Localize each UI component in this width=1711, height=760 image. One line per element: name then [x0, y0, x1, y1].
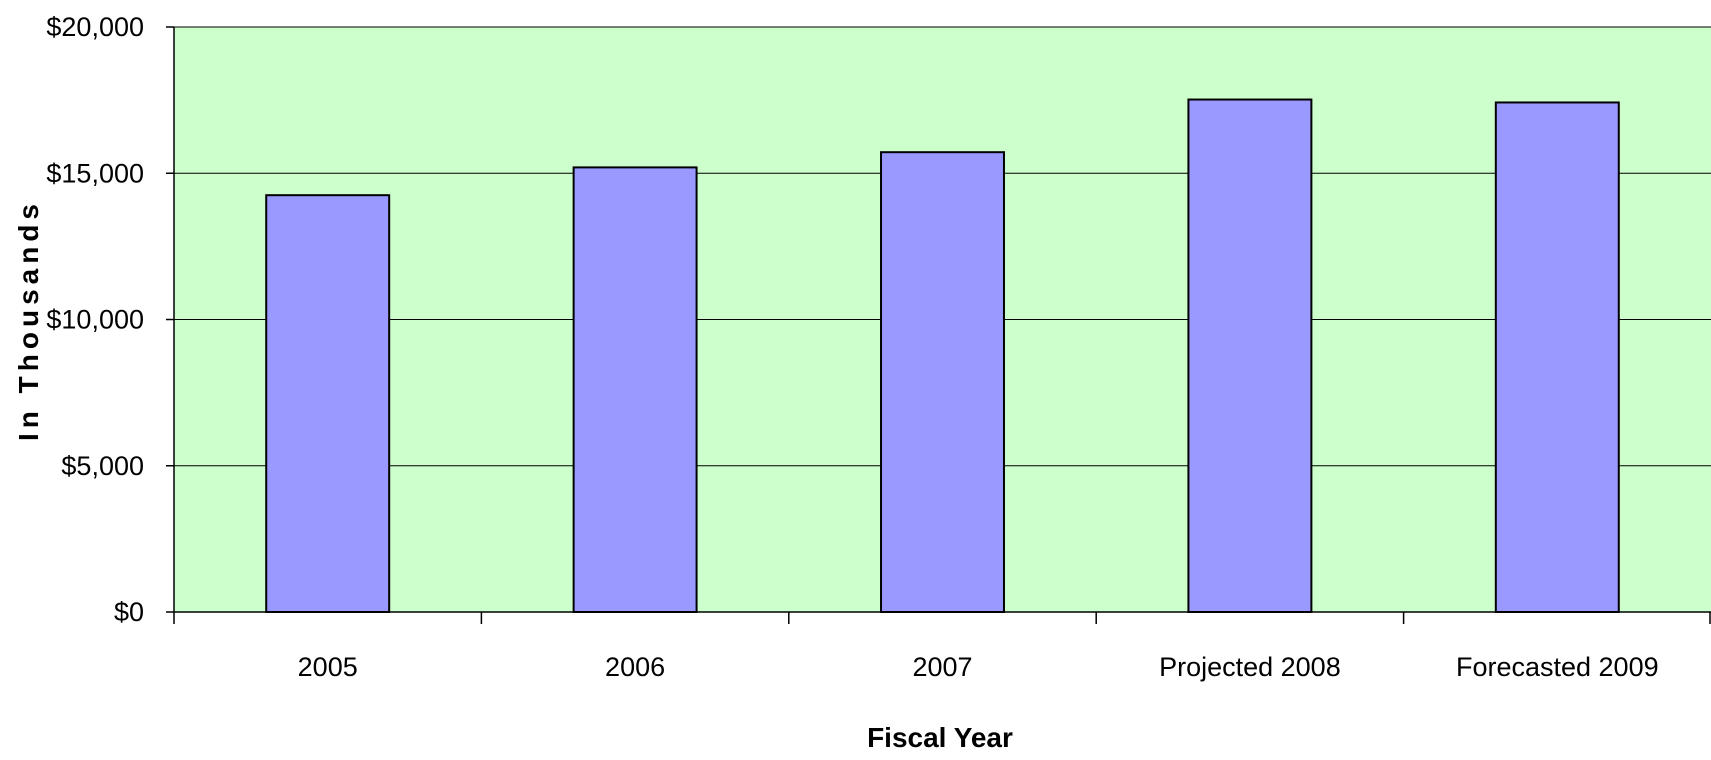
- bar: [1494, 101, 1620, 613]
- y-tick-label: $5,000: [61, 451, 144, 481]
- y-ticks: $0 $5,000 $10,000 $15,000 $20,000: [46, 12, 174, 627]
- bar: [572, 166, 698, 613]
- x-ticks: 2005 2006 2007 Projected 2008 Forecasted 200…: [173, 612, 1711, 682]
- x-tick-label: 2005: [298, 652, 358, 682]
- bar: [1187, 98, 1313, 614]
- x-tick-label: Forecasted 2009: [1456, 652, 1659, 682]
- y-tick-label: $0: [114, 597, 144, 627]
- bar: [880, 151, 1005, 613]
- x-tick-label: 2007: [912, 652, 972, 682]
- bars: [265, 98, 1620, 614]
- y-tick-label: $10,000: [46, 305, 144, 335]
- bar: [265, 194, 391, 613]
- y-tick-label: $15,000: [46, 158, 144, 188]
- x-tick-label: 2006: [605, 652, 665, 682]
- y-tick-label: $20,000: [46, 12, 144, 42]
- y-axis-title: In Thousands: [13, 199, 44, 441]
- x-tick-label: Projected 2008: [1159, 652, 1341, 682]
- x-axis-title: Fiscal Year: [867, 722, 1013, 753]
